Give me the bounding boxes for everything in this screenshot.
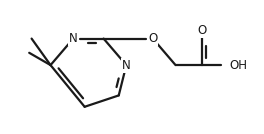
Text: O: O [197, 24, 207, 37]
Text: O: O [148, 32, 157, 45]
Text: N: N [122, 59, 131, 72]
Text: N: N [69, 32, 78, 45]
Text: OH: OH [230, 59, 248, 72]
